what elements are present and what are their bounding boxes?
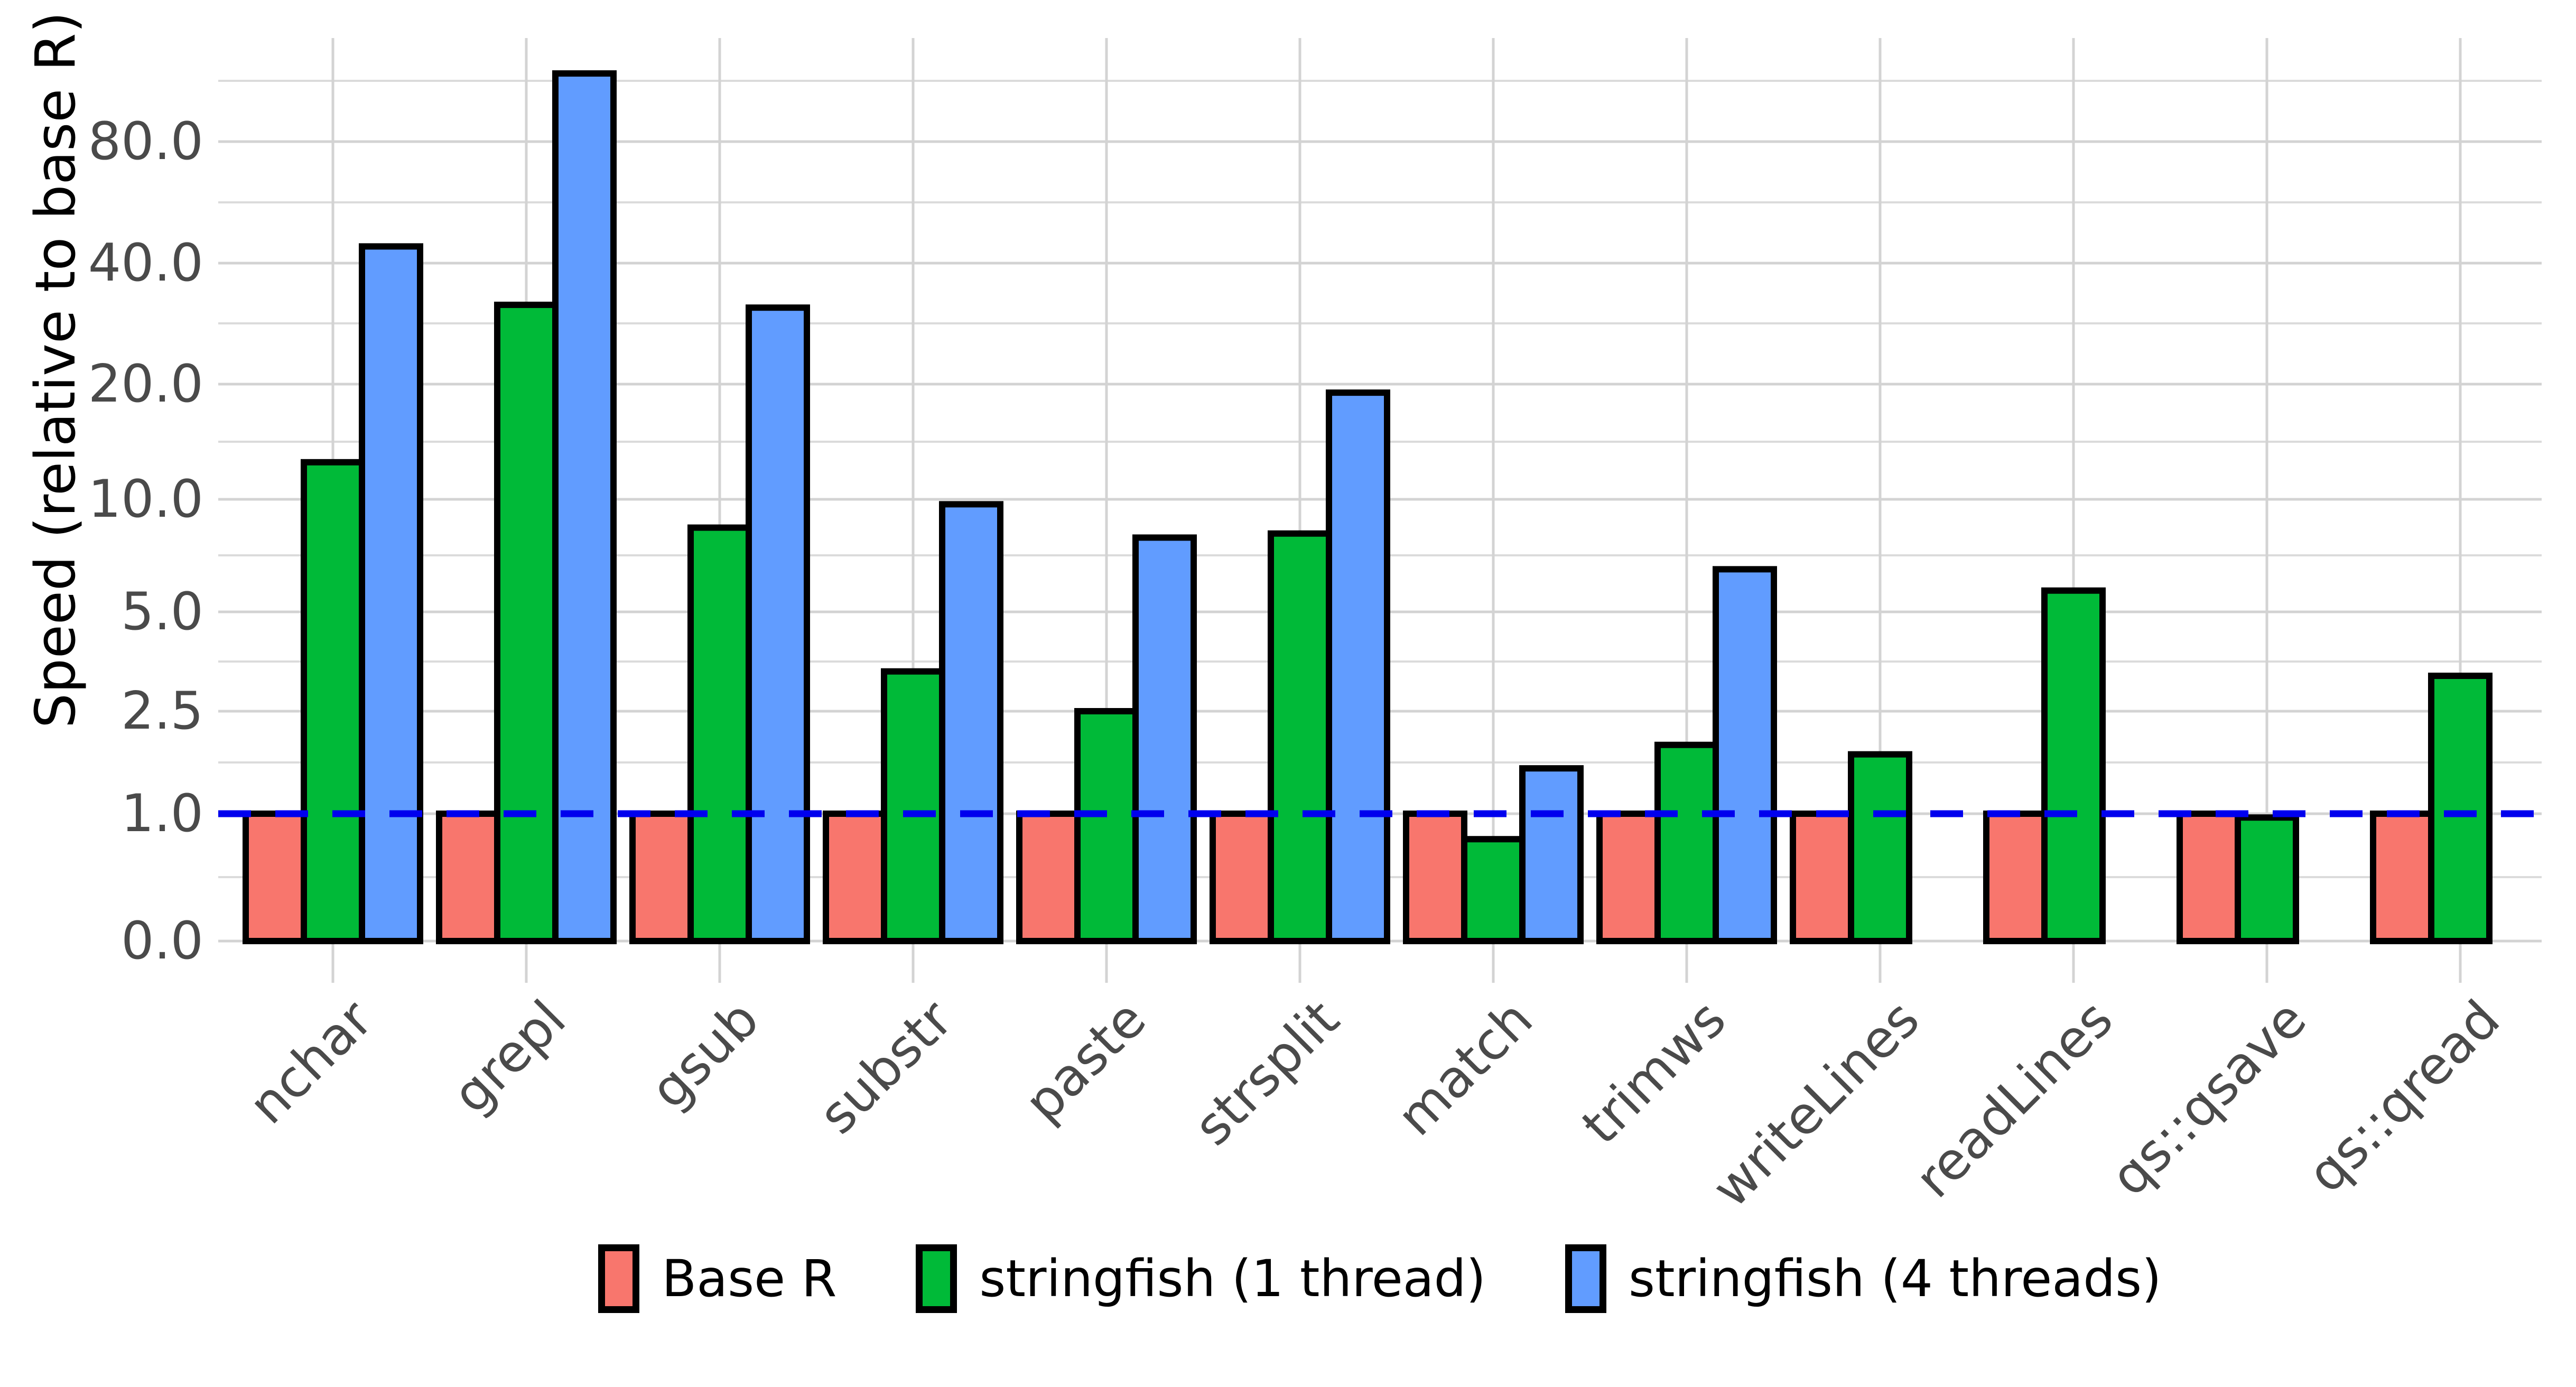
bar-paste-base-r [1016,811,1081,944]
y-axis-tick-label-2-5: 2.5 [121,681,203,741]
y-axis-tick-label-20-0: 20.0 [88,354,203,414]
bar-trimws-stringfish-4-threads [1713,566,1777,945]
bar-substr-stringfish-4-threads [939,501,1003,944]
bar-substr-base-r [823,811,887,944]
bar-paste-stringfish-4-threads [1132,534,1197,944]
legend-item-stringfish-4-threads: stringfish (4 threads) [1565,1244,2162,1313]
bar-substr-stringfish-1-thread [881,668,945,944]
bar-match-stringfish-1-thread [1461,836,1526,944]
bar-grepl-stringfish-4-threads [552,70,617,945]
bar-nchar-stringfish-4-threads [359,243,423,945]
legend-label-stringfish-1-thread: stringfish (1 thread) [979,1249,1486,1308]
bar-qs-qread-base-r [2370,811,2434,944]
bar-strsplit-stringfish-1-thread [1268,530,1332,944]
legend-item-stringfish-1-thread: stringfish (1 thread) [916,1244,1486,1313]
bar-qs-qsave-stringfish-1-thread [2235,814,2299,944]
bar-readlines-stringfish-1-thread [2041,587,2106,945]
legend-label-base-r: Base R [662,1249,837,1308]
bar-trimws-stringfish-1-thread [1654,741,1719,945]
legend-swatch-stringfish-4-threads [1565,1244,1606,1313]
y-axis-tick-label-10-0: 10.0 [88,469,203,529]
bar-paste-stringfish-1-thread [1074,708,1139,944]
y-axis-tick-label-80-0: 80.0 [88,111,203,172]
legend-swatch-base-r [598,1244,640,1313]
bar-trimws-base-r [1596,811,1661,944]
bar-strsplit-stringfish-4-threads [1326,389,1390,945]
bar-grepl-stringfish-1-thread [494,301,559,944]
bar-match-base-r [1403,811,1467,944]
bar-readlines-base-r [1983,811,2048,944]
legend-item-base-r: Base R [598,1244,836,1313]
bar-qs-qsave-base-r [2177,811,2241,944]
y-axis-title: Speed (relative to base R) [23,11,88,729]
bar-gsub-stringfish-1-thread [687,524,752,944]
y-axis-tick-label-1-0: 1.0 [121,784,203,844]
bar-nchar-stringfish-1-thread [301,459,365,944]
bar-grepl-base-r [436,811,500,944]
bar-qs-qread-stringfish-1-thread [2428,673,2493,944]
bar-gsub-base-r [629,811,694,944]
legend: Base R stringfish (1 thread) stringfish … [218,1236,2542,1321]
bar-nchar-base-r [243,811,307,944]
legend-label-stringfish-4-threads: stringfish (4 threads) [1628,1249,2162,1308]
y-axis-tick-label-5-0: 5.0 [121,582,203,642]
y-axis-tick-label-0-0: 0.0 [121,911,203,971]
bar-writelines-stringfish-1-thread [1848,751,1912,944]
bar-match-stringfish-4-threads [1519,765,1584,945]
y-axis-tick-label-40-0: 40.0 [88,233,203,293]
legend-swatch-stringfish-1-thread [916,1244,957,1313]
bar-strsplit-base-r [1210,811,1274,944]
bar-gsub-stringfish-4-threads [746,304,810,944]
bar-writelines-base-r [1790,811,1854,944]
